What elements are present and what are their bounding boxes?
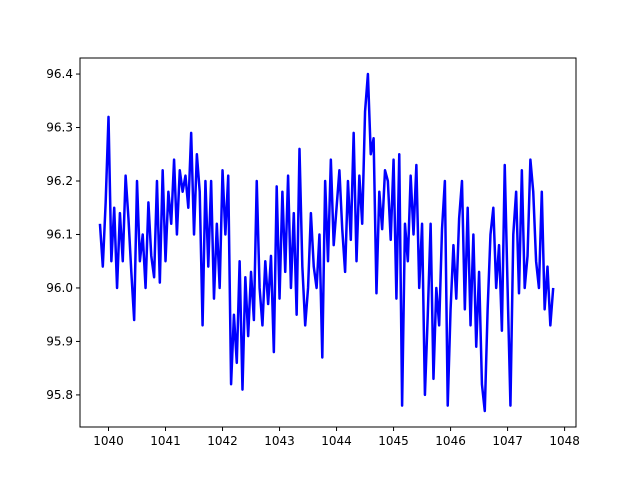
x-tick-label: 1048 <box>549 434 580 448</box>
x-tick-label: 1040 <box>93 434 124 448</box>
x-tick-label: 1046 <box>435 434 466 448</box>
x-axis: 1040 1041 1042 1043 1044 1045 1046 1047 1048 <box>93 427 580 448</box>
y-tick-label: 96.3 <box>46 121 73 135</box>
x-tick-label: 1047 <box>492 434 523 448</box>
y-axis: 95.8 95.9 96.0 96.1 96.2 96.3 96.4 <box>46 67 80 402</box>
x-tick-label: 1041 <box>150 434 181 448</box>
plot-frame <box>79 57 577 428</box>
y-tick-label: 95.9 <box>46 334 73 348</box>
x-tick-label: 1044 <box>321 434 352 448</box>
series-line-0 <box>98 72 555 413</box>
y-tick-label: 96.0 <box>46 281 73 295</box>
y-tick-label: 96.2 <box>46 174 73 188</box>
y-tick-label: 95.8 <box>46 388 73 402</box>
x-tick-label: 1042 <box>207 434 238 448</box>
x-tick-label: 1045 <box>378 434 409 448</box>
series-layer <box>98 72 555 413</box>
y-tick-label: 96.1 <box>46 227 73 241</box>
x-tick-label: 1043 <box>264 434 295 448</box>
y-tick-label: 96.4 <box>46 67 73 81</box>
